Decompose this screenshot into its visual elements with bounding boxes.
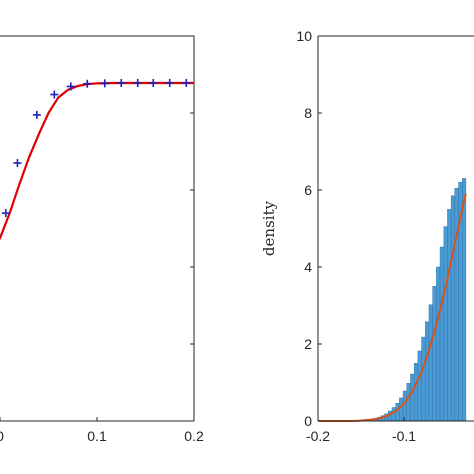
left-x-tick-label: 0.1	[87, 428, 107, 444]
histogram-bar	[413, 363, 419, 422]
left-x-tick-label: 0	[0, 428, 4, 444]
left-marker-point	[13, 159, 22, 168]
right-panel: 0 2 4 6 8 10 -0.2 -0.1 density	[260, 28, 474, 444]
left-marker-point	[182, 78, 191, 87]
left-marker-point	[66, 82, 75, 91]
histogram-bar	[425, 321, 430, 422]
right-y-tick-label: 2	[304, 336, 312, 352]
histogram-bar	[428, 304, 433, 422]
left-marker-point	[1, 209, 10, 218]
histogram-bar	[447, 209, 452, 422]
right-y-tick-label: 0	[304, 413, 312, 429]
left-marker-point	[165, 78, 174, 87]
histogram-bar	[443, 226, 448, 422]
left-marker-point	[100, 79, 109, 88]
left-x-tick-label: 0.2	[184, 428, 204, 444]
right-y-axis-label: density	[260, 200, 278, 256]
left-marker-point	[133, 78, 142, 87]
right-x-tick-label: -0.2	[306, 428, 330, 444]
right-y-tick-label: 4	[304, 259, 312, 275]
histogram-bar	[439, 246, 444, 422]
right-y-tick-label: 10	[296, 28, 312, 44]
left-marker-point	[50, 90, 59, 99]
histogram-bar	[436, 266, 441, 422]
left-panel: 0 0.1 0.2	[0, 35, 204, 444]
left-marker-point	[117, 78, 126, 87]
left-axes-frame	[0, 35, 195, 422]
left-marker-point	[32, 110, 41, 119]
left-marker-point	[83, 79, 92, 88]
histogram-bar	[391, 407, 396, 422]
histogram-bar	[402, 390, 407, 422]
histogram-bar	[454, 187, 459, 422]
histogram-bar	[432, 286, 437, 422]
left-series-line	[0, 81, 194, 241]
histogram-bar	[395, 403, 400, 422]
histogram-bar	[462, 178, 467, 422]
histogram-bar	[421, 336, 426, 422]
right-y-tick-label: 8	[304, 105, 312, 121]
left-marker-point	[149, 78, 158, 87]
histogram-bar	[399, 397, 404, 422]
right-y-tick-label: 6	[304, 182, 312, 198]
histogram-bar	[406, 383, 411, 422]
histogram-bar	[417, 350, 422, 422]
histogram-bar	[410, 373, 415, 422]
right-x-tick-label: -0.1	[392, 428, 416, 444]
histogram-bar	[450, 195, 456, 422]
